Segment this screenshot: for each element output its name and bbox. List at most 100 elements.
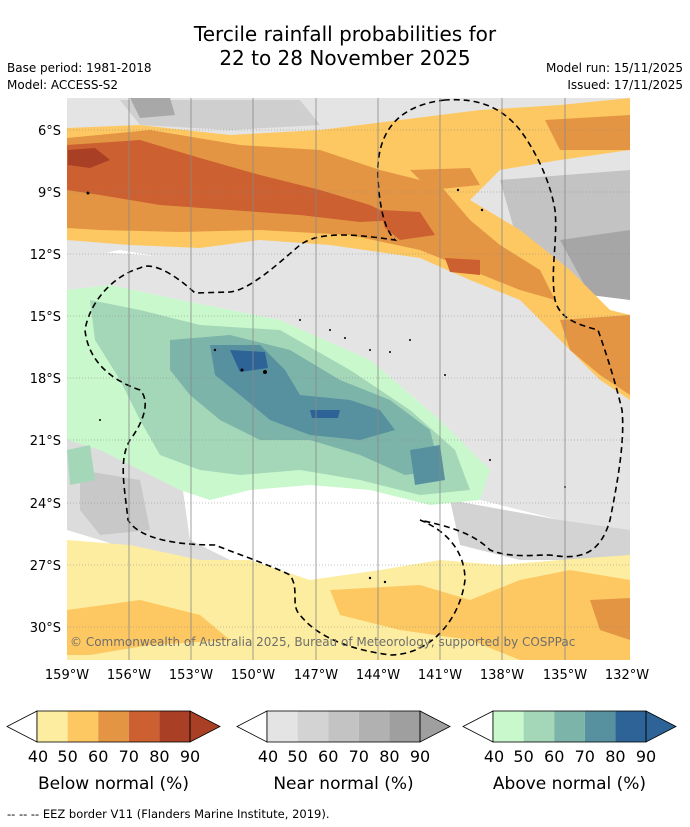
below-normal-region: [330, 570, 630, 660]
colorbar-tick: 80: [149, 747, 169, 766]
lon-label: 138°W: [480, 668, 524, 683]
above-normal-region: [67, 445, 95, 485]
colorbar-segment: [297, 711, 329, 742]
above-normal-region: [310, 410, 340, 418]
near-normal-region: [67, 238, 630, 540]
lat-label: 30°S: [30, 621, 61, 636]
below-normal-region: [380, 210, 435, 240]
below-normal-region: [560, 315, 630, 395]
colorbar-segment: [584, 711, 616, 742]
lat-label: 6°S: [38, 124, 61, 139]
below-normal-region: [545, 115, 630, 150]
colorbar-tick: 90: [410, 747, 430, 766]
lon-label: 141°W: [418, 668, 462, 683]
colorbar-over-arrow: [645, 710, 677, 743]
forecast-map: © Commonwealth of Australia 2025, Bureau…: [6, 98, 677, 794]
colorbar-segment: [358, 711, 390, 742]
colorbar-label: Below normal (%): [38, 774, 189, 794]
colorbar-segment: [523, 711, 555, 742]
lat-label: 15°S: [30, 310, 61, 325]
lat-label: 24°S: [30, 497, 61, 512]
colorbar-tick: 70: [119, 747, 139, 766]
meridians: [128, 98, 566, 660]
above-normal-region: [230, 350, 268, 372]
colorbar-outline: [266, 710, 421, 743]
colorbar-tick: 80: [379, 747, 399, 766]
below-normal-region: [67, 600, 230, 655]
lon-label: 135°W: [543, 668, 587, 683]
colorbar-tick: 40: [258, 747, 278, 766]
below-normal-region: [410, 168, 480, 190]
colorbar-over-arrow: [189, 710, 221, 743]
lon-label: 159°W: [45, 668, 89, 683]
colorbar-tick: 50: [513, 747, 533, 766]
colorbar-segment: [493, 711, 524, 742]
model-info: Base period: 1981-2018 Model: ACCESS-S2: [7, 60, 152, 94]
run-info: Model run: 15/11/2025 Issued: 17/11/2025: [546, 60, 683, 94]
colorbar-label: Above normal (%): [493, 774, 646, 794]
copyright-text: © Commonwealth of Australia 2025, Bureau…: [70, 635, 575, 649]
colorbar-segment: [67, 711, 99, 742]
gridlines: [67, 129, 630, 628]
title-line-2: 22 to 28 November 2025: [219, 46, 471, 70]
eez-border: [84, 98, 624, 656]
below-normal-region: [68, 148, 110, 168]
colorbar-segment: [37, 711, 68, 742]
below-normal-region: [445, 258, 480, 275]
colorbar-segment: [267, 711, 298, 742]
eez-note: -- -- -- EEZ border V11 (Flanders Marine…: [7, 807, 330, 821]
colorbar-segment: [128, 711, 160, 742]
colorbar-tick: 60: [88, 747, 108, 766]
lat-label: 12°S: [30, 248, 61, 263]
colorbar-outline: [492, 710, 647, 743]
lon-label: 150°W: [231, 668, 275, 683]
lat-label: 27°S: [30, 559, 61, 574]
near-normal-region: [560, 230, 630, 300]
colorbar-over-arrow: [419, 710, 451, 743]
model-name: Model: ACCESS-S2: [7, 78, 119, 92]
colorbar-legend: 40 50 60 70 80 90 Below normal (%) 40 50 60 70 80 90…: [6, 710, 677, 794]
colorbar-tick: 70: [349, 747, 369, 766]
lon-label: 147°W: [294, 668, 338, 683]
lon-label: 144°W: [356, 668, 400, 683]
colorbar-segment: [615, 711, 646, 742]
colorbar-tick: 50: [287, 747, 307, 766]
colorbar-tick: 40: [28, 747, 48, 766]
colorbar: 40 50 60 70 80 90 Near normal (%): [236, 710, 451, 794]
issued-date: Issued: 17/11/2025: [567, 78, 683, 92]
colorbar-under-arrow: [6, 710, 38, 743]
near-normal-region: [80, 470, 150, 535]
below-normal-region: [590, 598, 630, 640]
lon-label: 132°W: [605, 668, 649, 683]
colorbar-tick: 60: [318, 747, 338, 766]
colorbar-tick: 40: [484, 747, 504, 766]
latitude-labels: 6°S 9°S 12°S 15°S 18°S 21°S 24°S 27°S 30…: [30, 124, 61, 636]
lon-label: 153°W: [169, 668, 213, 683]
lat-label: 9°S: [38, 186, 61, 201]
colorbar-segment: [159, 711, 190, 742]
colorbar-tick: 60: [544, 747, 564, 766]
colorbar-under-arrow: [462, 710, 494, 743]
colorbar-tick: 90: [636, 747, 656, 766]
colorbar: 40 50 60 70 80 90 Above normal (%): [462, 710, 677, 794]
near-normal-region: [130, 98, 175, 118]
colorbar: 40 50 60 70 80 90 Below normal (%): [6, 710, 221, 794]
model-run: Model run: 15/11/2025: [545, 61, 683, 75]
colorbar-label: Near normal (%): [273, 774, 413, 794]
colorbar-outline: [36, 710, 191, 743]
below-normal-region: [67, 140, 400, 222]
near-normal-region: [450, 500, 630, 560]
colorbar-tick: 70: [575, 747, 595, 766]
title-line-1: Tercile rainfall probabilities for: [193, 22, 497, 46]
lat-label: 18°S: [30, 372, 61, 387]
colorbar-segment: [328, 711, 359, 742]
probability-field: [67, 98, 630, 660]
colorbar-segment: [389, 711, 420, 742]
longitude-labels: 159°W 156°W 153°W 150°W 147°W 144°W 141°…: [45, 668, 649, 683]
colorbar-segment: [554, 711, 585, 742]
colorbar-under-arrow: [236, 710, 268, 743]
base-period: Base period: 1981-2018: [7, 61, 152, 75]
colorbar-tick: 90: [180, 747, 200, 766]
colorbar-tick: 80: [605, 747, 625, 766]
colorbar-tick: 50: [57, 747, 77, 766]
